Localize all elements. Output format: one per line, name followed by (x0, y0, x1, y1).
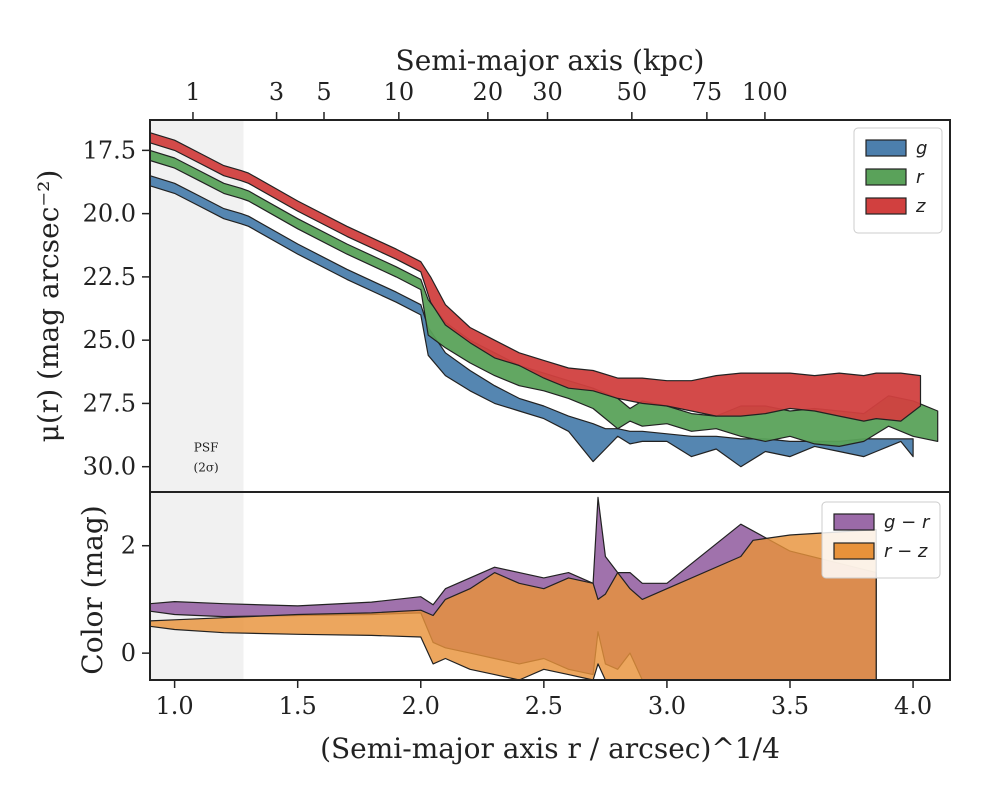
x-tick-label: 3.5 (771, 692, 809, 720)
color-y-tick-label: 2 (121, 532, 136, 560)
legend-g-swatch (865, 139, 907, 157)
legend-top: grz (853, 127, 943, 234)
x-tick-label: 2.0 (402, 692, 440, 720)
x-tick-label: 1.0 (156, 692, 194, 720)
psf-sigma-label: (2σ) (194, 461, 219, 475)
top-axis-tick-label: 10 (384, 78, 415, 106)
x-tick-label: 4.0 (894, 692, 932, 720)
bottom-y-axis-label: Color (mag) (76, 505, 109, 674)
legend-r-label: r (916, 167, 925, 188)
legend-z-label: z (915, 196, 926, 217)
top-y-axis-label: μ(r) (mag arcsec⁻²) (32, 170, 65, 443)
top-axis-tick-label: 1 (185, 78, 200, 106)
y-tick-label: 20.0 (83, 200, 136, 228)
band-g (149, 175, 914, 468)
top-axis-tick-label: 5 (316, 78, 331, 106)
top-axis-tick-label: 50 (617, 78, 648, 106)
x-axis-label: (Semi-major axis r / arcsec)^1/4 (320, 732, 780, 765)
y-tick-label: 27.5 (83, 389, 136, 417)
legend-r-swatch (865, 168, 907, 186)
axis-ticks: 1.0 1.5 2.0 2.5 3.0 3.5 4.01 3 5 10 20 30 50 75 10017.… (83, 78, 933, 720)
y-tick-label: 30.0 (83, 453, 136, 481)
legend-r-minus-z-swatch (833, 542, 875, 560)
x-tick-label: 3.0 (648, 692, 686, 720)
color-bands (149, 496, 877, 681)
y-tick-label: 25.0 (83, 326, 136, 354)
legend-r-minus-z-label: r − z (884, 541, 928, 562)
top-axis-tick-label: 75 (692, 78, 723, 106)
top-axis-tick-label: 100 (742, 78, 788, 106)
band-z (149, 132, 922, 422)
y-tick-label: 22.5 (83, 263, 136, 291)
x-tick-label: 1.5 (279, 692, 317, 720)
legend-g-minus-r-label: g − r (884, 512, 931, 533)
legend-g-minus-r-swatch (833, 513, 875, 531)
y-tick-label: 17.5 (83, 136, 136, 164)
top-axis-tick-label: 3 (269, 78, 284, 106)
color-y-tick-label: 0 (121, 639, 136, 667)
legend-bottom: g − r r − z (821, 501, 941, 579)
top-axis-label: Semi-major axis (kpc) (396, 44, 705, 77)
top-axis-tick-label: 20 (473, 78, 504, 106)
psf-label: PSF (194, 441, 219, 455)
surface-brightness-bands (149, 132, 939, 468)
top-axis-tick-label: 30 (532, 78, 563, 106)
x-tick-label: 2.5 (525, 692, 563, 720)
legend-z-swatch (865, 197, 907, 215)
legend-g-label: g (916, 138, 927, 159)
bottom-panel-frame (149, 491, 951, 681)
